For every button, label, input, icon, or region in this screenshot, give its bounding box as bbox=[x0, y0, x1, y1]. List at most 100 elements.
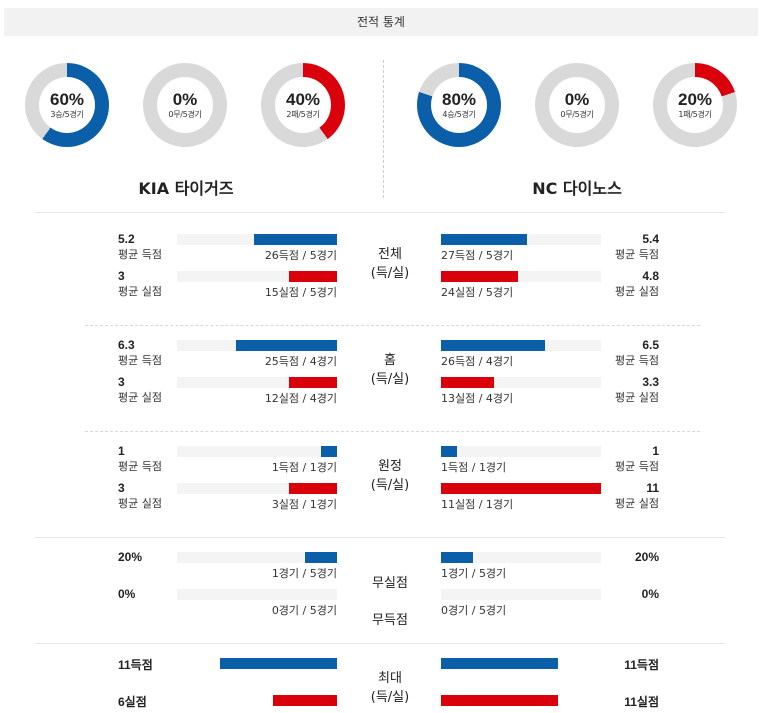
section-title: 원정 (득/실) bbox=[360, 457, 420, 495]
right-bar bbox=[441, 658, 558, 669]
left-bar bbox=[289, 377, 337, 388]
draw-rate-detail: 0무/5경기 bbox=[560, 110, 594, 119]
section-title-sub: (득/실) bbox=[370, 372, 410, 387]
section-title-main: 홈 bbox=[384, 353, 396, 368]
win-rate-detail: 3승/5경기 bbox=[50, 110, 84, 119]
loss-rate-value: 20% bbox=[677, 90, 713, 109]
left-team-name: KIA 타이거즈 bbox=[138, 179, 234, 198]
right-bar-caption: 13실점 / 4경기 bbox=[441, 392, 514, 405]
draw-rate-detail: 0무/5경기 bbox=[168, 110, 202, 119]
left-stat-label: 평균 득점 bbox=[118, 460, 162, 473]
section-title-main: 원정 bbox=[378, 459, 402, 474]
left-bar bbox=[289, 483, 337, 494]
left-stat-label: 평균 실점 bbox=[118, 285, 162, 298]
left-stat-value: 3 bbox=[118, 375, 125, 389]
right-stat-value: 11득점 bbox=[624, 658, 659, 672]
section-title-main: 최대 bbox=[378, 671, 402, 686]
left-bar-track bbox=[177, 340, 337, 351]
divider bbox=[35, 212, 725, 213]
draw-rate-value: 0% bbox=[172, 90, 198, 109]
right-bar-track bbox=[441, 589, 601, 600]
loss-rate-donut: 20% 1패/5경기 bbox=[653, 63, 737, 147]
right-bar-track bbox=[441, 271, 601, 282]
loss-rate-value: 40% bbox=[285, 90, 321, 109]
left-stat-value: 3 bbox=[118, 269, 125, 283]
left-bar-caption: 3실점 / 1경기 bbox=[271, 498, 337, 511]
right-bar-caption: 1경기 / 5경기 bbox=[441, 567, 507, 580]
right-stat-value: 6.5 bbox=[642, 338, 659, 352]
left-bar-caption: 1경기 / 5경기 bbox=[271, 567, 337, 580]
right-stat-value: 11 bbox=[646, 481, 659, 495]
left-bar-caption: 0경기 / 5경기 bbox=[271, 604, 337, 617]
right-bar bbox=[441, 234, 528, 245]
left-stat-label: 평균 실점 bbox=[118, 497, 162, 510]
right-bar bbox=[441, 271, 518, 282]
right-bar-caption: 26득점 / 4경기 bbox=[441, 355, 514, 368]
win-rate-donut: 60% 3승/5경기 bbox=[25, 63, 109, 147]
right-bar bbox=[441, 446, 457, 457]
loss-rate-detail: 2패/5경기 bbox=[286, 110, 320, 119]
right-bar bbox=[441, 483, 601, 494]
stats-title: 전적 통계 bbox=[357, 15, 405, 29]
left-bar-caption: 12실점 / 4경기 bbox=[264, 392, 337, 405]
right-bar bbox=[441, 552, 473, 563]
left-stat-value: 1 bbox=[118, 444, 125, 458]
right-stat-label: 평균 실점 bbox=[615, 391, 659, 404]
left-bar-track bbox=[177, 377, 337, 388]
draw-rate-donut: 0% 0무/5경기 bbox=[535, 63, 619, 147]
section-divider bbox=[85, 325, 700, 326]
left-bar bbox=[236, 340, 337, 351]
win-rate-donut: 80% 4승/5경기 bbox=[417, 63, 501, 147]
left-bar bbox=[321, 446, 337, 457]
section-title: 최대 (득/실) bbox=[360, 669, 420, 707]
left-bar bbox=[289, 271, 337, 282]
stats-header: 전적 통계 bbox=[4, 8, 758, 36]
right-bar-caption: 11실점 / 1경기 bbox=[441, 498, 514, 511]
right-bar bbox=[441, 377, 494, 388]
right-bar-track bbox=[441, 552, 601, 563]
right-stat-label: 평균 실점 bbox=[615, 285, 659, 298]
left-stat-label: 평균 득점 bbox=[118, 248, 162, 261]
right-bar-track bbox=[441, 446, 601, 457]
left-stat-label: 평균 득점 bbox=[118, 354, 162, 367]
left-bar-track bbox=[177, 483, 337, 494]
right-bar bbox=[441, 340, 545, 351]
left-bar-track bbox=[177, 589, 337, 600]
right-bar-track bbox=[441, 658, 601, 669]
left-bar bbox=[253, 234, 337, 245]
right-stat-label: 평균 득점 bbox=[615, 460, 659, 473]
right-bar-track bbox=[441, 340, 601, 351]
left-stat-value: 6.3 bbox=[118, 338, 135, 352]
left-bar bbox=[305, 552, 337, 563]
section-title-sub: (득/실) bbox=[370, 266, 410, 281]
right-stat-label: 평균 득점 bbox=[615, 354, 659, 367]
left-bar-caption: 15실점 / 5경기 bbox=[264, 286, 337, 299]
section-divider bbox=[85, 431, 700, 432]
left-bar-track bbox=[177, 552, 337, 563]
left-bar bbox=[273, 695, 337, 706]
loss-rate-detail: 1패/5경기 bbox=[678, 110, 712, 119]
right-team-name: NC 다이노스 bbox=[532, 179, 622, 198]
right-bar-caption: 27득점 / 5경기 bbox=[441, 249, 514, 262]
right-stat-value: 1 bbox=[652, 444, 659, 458]
right-bar-track bbox=[441, 483, 601, 494]
right-bar-track bbox=[441, 695, 601, 706]
left-stat-value: 5.2 bbox=[118, 232, 135, 246]
right-stat-label: 평균 실점 bbox=[615, 497, 659, 510]
right-bar-track bbox=[441, 377, 601, 388]
right-stat-value: 0% bbox=[641, 587, 659, 601]
left-bar-track bbox=[177, 446, 337, 457]
right-bar bbox=[441, 695, 558, 706]
left-stat-value: 6실점 bbox=[118, 695, 147, 709]
win-rate-value: 80% bbox=[441, 90, 477, 109]
left-bar-track bbox=[177, 695, 337, 706]
left-stat-value: 11득점 bbox=[118, 658, 153, 672]
section-title: 전체 (득/실) bbox=[360, 245, 420, 283]
right-stat-value: 4.8 bbox=[642, 269, 659, 283]
left-bar-track bbox=[177, 271, 337, 282]
section-divider bbox=[35, 537, 725, 538]
win-rate-value: 60% bbox=[49, 90, 85, 109]
section-title: 무득점 bbox=[372, 613, 408, 628]
section-title-sub: (득/실) bbox=[370, 478, 410, 493]
section-title: 홈 (득/실) bbox=[360, 351, 420, 389]
